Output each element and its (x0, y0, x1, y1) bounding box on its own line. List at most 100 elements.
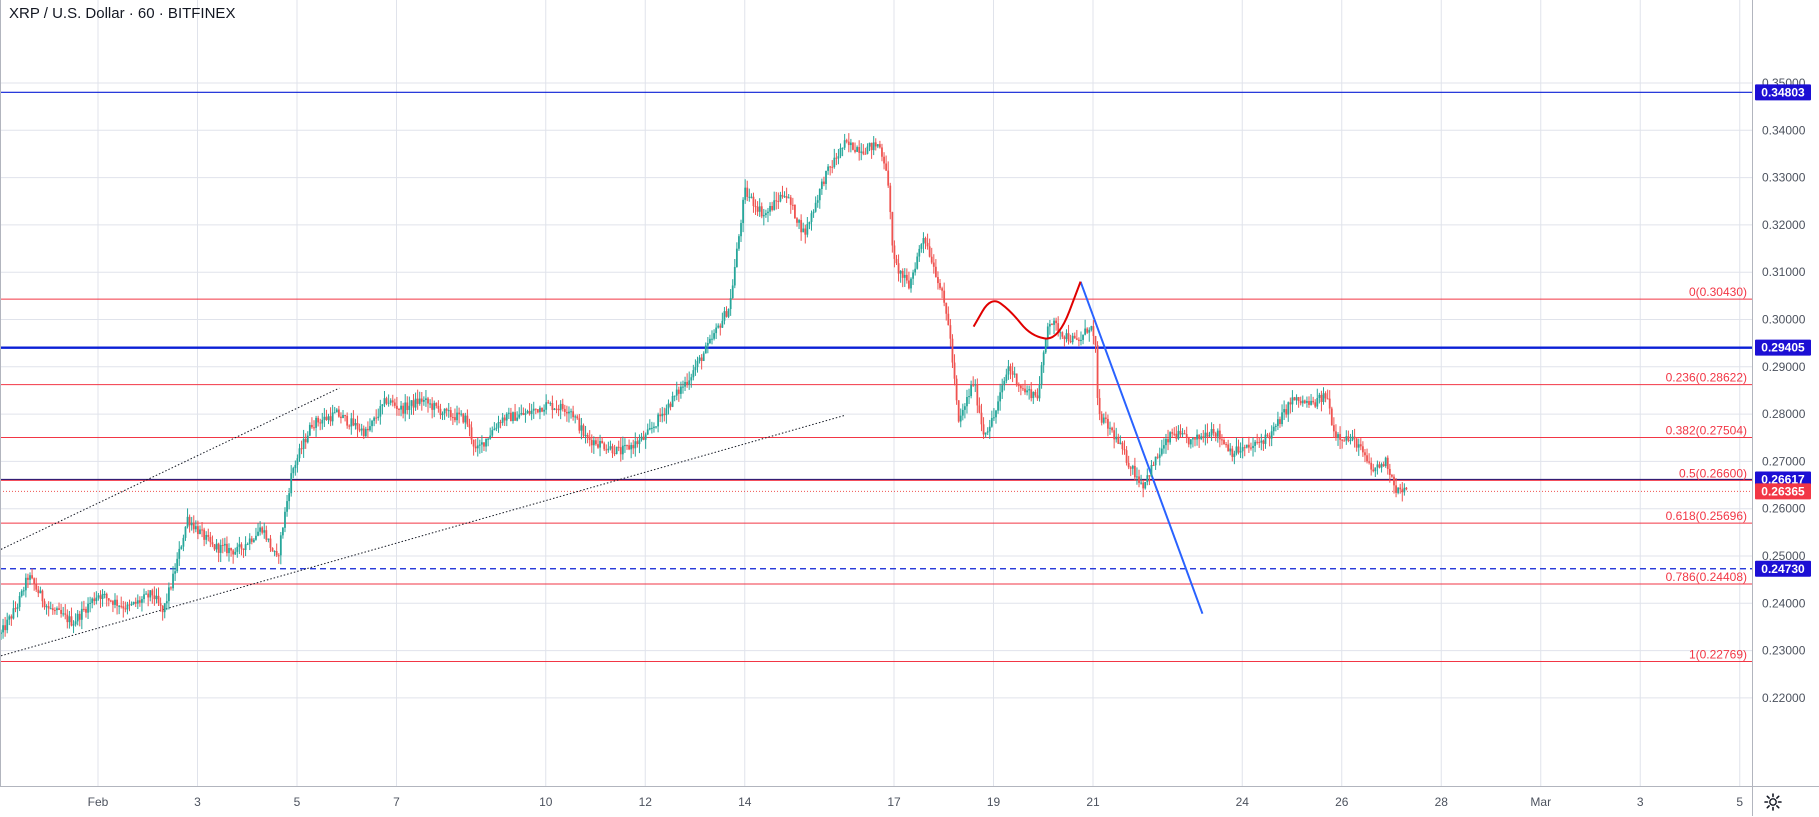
candle-body (1266, 434, 1269, 436)
candle-body (1109, 427, 1111, 429)
candle-body (545, 402, 548, 410)
candle-body (252, 539, 255, 542)
candle-body (319, 422, 322, 424)
candle-body (1395, 485, 1397, 493)
candle-body (199, 529, 201, 534)
candle-body (833, 157, 836, 168)
candle-body (982, 424, 985, 435)
candle-body (451, 417, 454, 419)
candle-body (323, 416, 326, 420)
candle-body (292, 468, 295, 474)
candle-body (769, 205, 771, 212)
candle-body (887, 170, 890, 186)
candle-body (934, 266, 937, 278)
candle-body (304, 438, 307, 443)
candle-body (731, 285, 734, 299)
y-tick-label: 0.25000 (1762, 549, 1806, 563)
candle-body (290, 473, 293, 494)
trend-line (0, 387, 340, 550)
candle-body (362, 428, 365, 437)
candle-body (1175, 433, 1178, 439)
candle-body (456, 412, 458, 421)
candle-body (572, 411, 575, 418)
candle-body (1069, 341, 1072, 343)
candle-body (136, 600, 139, 604)
candle-body (101, 593, 104, 599)
candle-body (1254, 441, 1257, 446)
candle-body (80, 608, 83, 620)
grid-layer (0, 0, 1752, 786)
candle-body (228, 547, 230, 554)
candle-body (346, 415, 349, 426)
candle-body (953, 362, 956, 379)
candle-body (433, 402, 436, 410)
candle-body (439, 408, 442, 416)
candle-body (854, 149, 856, 152)
candle-body (1090, 326, 1093, 330)
x-tick-label: 5 (294, 795, 301, 809)
candle-body (903, 274, 906, 278)
candle-body (159, 603, 162, 606)
candle-body (1171, 432, 1174, 434)
candle-body (682, 386, 684, 388)
candle-body (553, 408, 556, 410)
candle-body (1399, 487, 1402, 490)
candle-body (1256, 441, 1259, 443)
candle-body (827, 166, 829, 171)
candle-body (1235, 446, 1238, 454)
candle-body (1368, 461, 1371, 463)
candle-body (1115, 436, 1118, 440)
candle-body (619, 447, 622, 455)
candle-body (35, 584, 38, 590)
gear-icon[interactable] (1763, 792, 1783, 812)
candle-body (974, 384, 977, 386)
candle-body (638, 439, 641, 445)
candle-body (1196, 434, 1198, 440)
candle-body (947, 313, 950, 326)
candle-body (1289, 402, 1292, 405)
candle-body (835, 157, 838, 159)
candle-body (31, 575, 33, 579)
candle-body (864, 153, 867, 155)
candle-body (1129, 467, 1132, 469)
candle-body (1001, 385, 1004, 393)
candle-body (1202, 436, 1205, 438)
candle-body (516, 417, 519, 421)
candle-body (1277, 419, 1279, 426)
candle-body (657, 414, 660, 427)
candle-body (1204, 432, 1207, 438)
candle-body (565, 411, 568, 414)
candle-body (284, 511, 286, 528)
candle-body (259, 527, 262, 532)
candle-body (1084, 328, 1087, 335)
candle-body (172, 573, 174, 589)
candle-body (493, 428, 496, 431)
candle-body (860, 151, 863, 153)
candle-body (161, 605, 164, 613)
drawing-annotations (972, 281, 1082, 340)
candle-body (549, 403, 552, 405)
candle-body (963, 406, 966, 410)
candle-body (277, 555, 280, 557)
x-tick-label: 21 (1086, 795, 1100, 809)
candle-body (387, 402, 390, 404)
candle-body (462, 413, 465, 423)
candle-body (961, 409, 964, 416)
candle-body (1303, 400, 1306, 403)
candle-body (818, 189, 821, 201)
candle-body (53, 610, 56, 612)
candle-body (14, 608, 17, 610)
candle-body (874, 142, 877, 147)
price-badge-label: 0.34803 (1761, 85, 1805, 99)
candle-body (275, 551, 278, 556)
candle-body (1218, 430, 1221, 440)
candle-body (1036, 395, 1039, 399)
candle-body (514, 412, 516, 421)
candle-body (771, 205, 774, 210)
candle-body (1262, 440, 1265, 444)
candle-body (1291, 397, 1294, 405)
candle-body (937, 277, 939, 284)
x-tick-label: 17 (887, 795, 901, 809)
